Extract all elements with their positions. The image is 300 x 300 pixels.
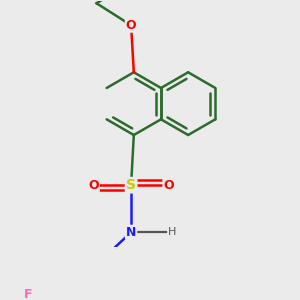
Text: H: H <box>168 227 176 237</box>
Text: N: N <box>126 226 136 239</box>
Text: O: O <box>126 19 136 32</box>
Text: F: F <box>24 288 32 300</box>
Text: O: O <box>164 179 174 192</box>
Text: O: O <box>88 179 99 192</box>
Text: S: S <box>126 178 136 192</box>
